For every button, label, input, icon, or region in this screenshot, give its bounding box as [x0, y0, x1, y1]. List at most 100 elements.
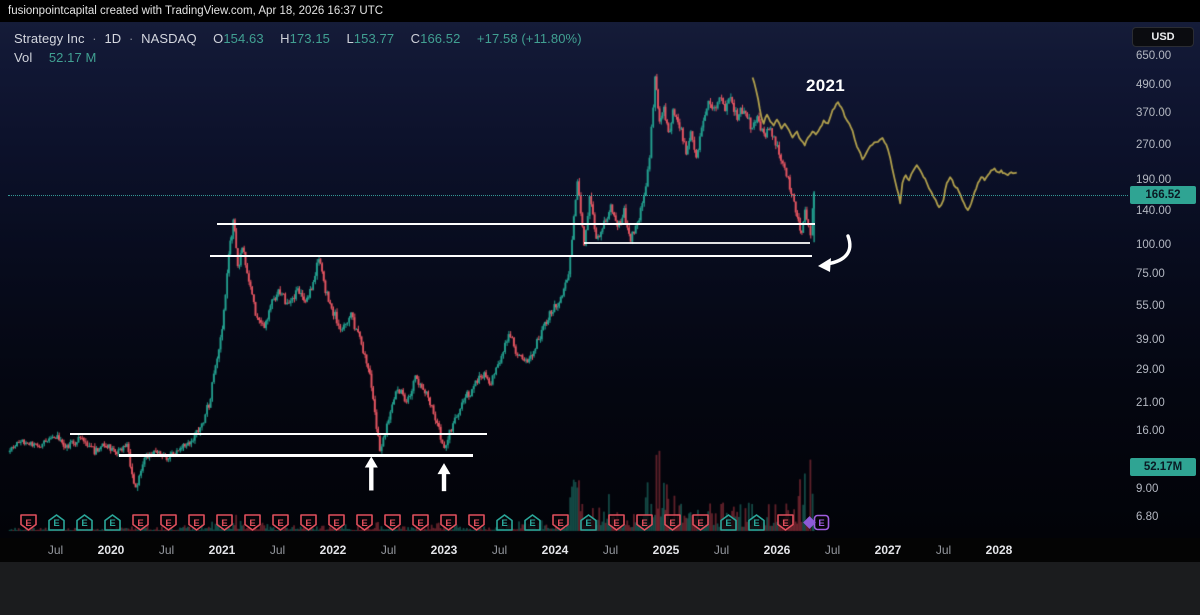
- time-axis[interactable]: Jul 2020 Jul 2021 Jul 2022 Jul 2023 Jul 2024 Jul 20…: [0, 538, 1200, 562]
- earnings-icon-projected[interactable]: E: [812, 513, 831, 532]
- earnings-icon-miss[interactable]: E: [299, 513, 318, 532]
- earnings-icon-miss[interactable]: E: [19, 513, 38, 532]
- time-label-month: Jul: [824, 543, 841, 557]
- earnings-icon-beat[interactable]: E: [495, 513, 514, 532]
- volume-value: 52.17 M: [48, 50, 97, 65]
- year-2021-label[interactable]: 2021: [806, 76, 846, 95]
- separator: ·: [92, 31, 97, 46]
- time-label-month: Jul: [380, 543, 397, 557]
- price-tick: 6.80: [1136, 511, 1159, 524]
- time-label-month: Jul: [47, 543, 64, 557]
- time-label-year: 2021: [208, 543, 236, 557]
- svg-text:E: E: [502, 518, 508, 529]
- svg-text:E: E: [250, 518, 256, 529]
- earnings-icon-miss[interactable]: E: [243, 513, 262, 532]
- current-volume-badge: 52.17M: [1130, 458, 1196, 476]
- svg-text:E: E: [390, 518, 396, 529]
- time-label-month: Jul: [269, 543, 286, 557]
- svg-text:E: E: [362, 518, 368, 529]
- earnings-icon-beat[interactable]: E: [719, 513, 738, 532]
- svg-text:E: E: [194, 518, 200, 529]
- earnings-icon-miss[interactable]: E: [355, 513, 374, 532]
- svg-text:E: E: [446, 518, 452, 529]
- earnings-icon-miss[interactable]: E: [187, 513, 206, 532]
- price-tick: 21.00: [1136, 397, 1165, 410]
- earnings-icon-beat[interactable]: E: [747, 513, 766, 532]
- svg-text:E: E: [418, 518, 424, 529]
- low-value: 153.77: [353, 31, 395, 46]
- horizontal-level-line-4[interactable]: [69, 432, 488, 436]
- horizontal-level-line-1[interactable]: [217, 222, 815, 226]
- time-label-year: 2022: [319, 543, 347, 557]
- price-tick: 370.00: [1136, 106, 1172, 119]
- price-tick: 100.00: [1136, 239, 1172, 252]
- time-label-month: Jul: [602, 543, 619, 557]
- svg-text:E: E: [586, 518, 592, 529]
- earnings-icon-beat[interactable]: E: [103, 513, 122, 532]
- symbol-legend: Strategy Inc · 1D · NASDAQ O154.63 H173.…: [14, 31, 582, 65]
- time-label-year: 2020: [97, 543, 125, 557]
- low-label: L: [346, 31, 354, 46]
- svg-text:E: E: [474, 518, 480, 529]
- earnings-icon-beat[interactable]: E: [75, 513, 94, 532]
- earnings-icon-miss[interactable]: E: [327, 513, 346, 532]
- price-tick: 16.00: [1136, 424, 1165, 437]
- svg-text:E: E: [782, 518, 788, 529]
- price-tick: 55.00: [1136, 299, 1165, 312]
- earnings-icon-miss[interactable]: E: [271, 513, 290, 532]
- earnings-icon-miss[interactable]: E: [607, 513, 626, 532]
- price-canvas[interactable]: [0, 22, 1200, 538]
- earnings-icon-miss[interactable]: E: [131, 513, 150, 532]
- price-tick: 650.00: [1136, 50, 1172, 62]
- open-value: 154.63: [223, 31, 264, 46]
- svg-text:E: E: [754, 518, 760, 529]
- earnings-icon-miss[interactable]: E: [776, 513, 795, 532]
- exchange-label: NASDAQ: [141, 31, 197, 46]
- time-label-year: 2023: [430, 543, 458, 557]
- svg-text:E: E: [334, 518, 340, 529]
- horizontal-level-line-2[interactable]: [583, 242, 811, 244]
- earnings-icon-miss[interactable]: E: [663, 513, 682, 532]
- svg-text:E: E: [222, 518, 228, 529]
- earnings-icon-beat[interactable]: E: [579, 513, 598, 532]
- earnings-icon-beat[interactable]: E: [523, 513, 542, 532]
- currency-button[interactable]: USD: [1132, 27, 1194, 47]
- close-label: C: [410, 31, 421, 46]
- horizontal-level-line-5[interactable]: [118, 454, 473, 457]
- current-price-badge: 166.52: [1130, 185, 1196, 204]
- svg-text:E: E: [82, 518, 88, 529]
- separator: ·: [129, 31, 134, 46]
- earnings-icon-miss[interactable]: E: [467, 513, 486, 532]
- price-axis[interactable]: USD 650.00 490.00 370.00 270.00 190.00 140.00…: [1128, 22, 1200, 538]
- svg-text:E: E: [642, 518, 648, 529]
- horizontal-level-line-3[interactable]: [209, 254, 812, 258]
- earnings-icon-miss[interactable]: E: [215, 513, 234, 532]
- chart-pane[interactable]: 2021 E E E E E E E E E E E E E E E E E E E E E E E E E E E E E Strat…: [0, 22, 1200, 538]
- price-tick: 39.00: [1136, 334, 1165, 347]
- current-price-dotted-line: [8, 194, 1128, 196]
- time-label-month: Jul: [491, 543, 508, 557]
- volume-label: Vol: [14, 50, 33, 65]
- earnings-icon-miss[interactable]: E: [159, 513, 178, 532]
- time-label-month: Jul: [935, 543, 952, 557]
- time-label-year: 2027: [874, 543, 902, 557]
- svg-text:E: E: [166, 518, 172, 529]
- price-tick: 29.00: [1136, 364, 1165, 377]
- symbol-title[interactable]: Strategy Inc: [14, 31, 85, 46]
- interval-label[interactable]: 1D: [104, 31, 122, 46]
- earnings-icon-miss[interactable]: E: [383, 513, 402, 532]
- earnings-icon-miss[interactable]: E: [551, 513, 570, 532]
- high-label: H: [280, 31, 290, 46]
- svg-text:E: E: [818, 518, 824, 529]
- earnings-icon-miss[interactable]: E: [635, 513, 654, 532]
- earnings-icon-miss[interactable]: E: [411, 513, 430, 532]
- price-tick: 190.00: [1136, 174, 1172, 187]
- svg-text:E: E: [138, 518, 144, 529]
- change-value: +17.58 (+11.80%): [476, 31, 582, 46]
- earnings-icon-miss[interactable]: E: [439, 513, 458, 532]
- earnings-icon-beat[interactable]: E: [47, 513, 66, 532]
- earnings-icon-miss[interactable]: E: [691, 513, 710, 532]
- attribution-text: fusionpointcapital created with TradingV…: [8, 5, 384, 17]
- time-label-year: 2026: [763, 543, 791, 557]
- svg-text:E: E: [670, 518, 676, 529]
